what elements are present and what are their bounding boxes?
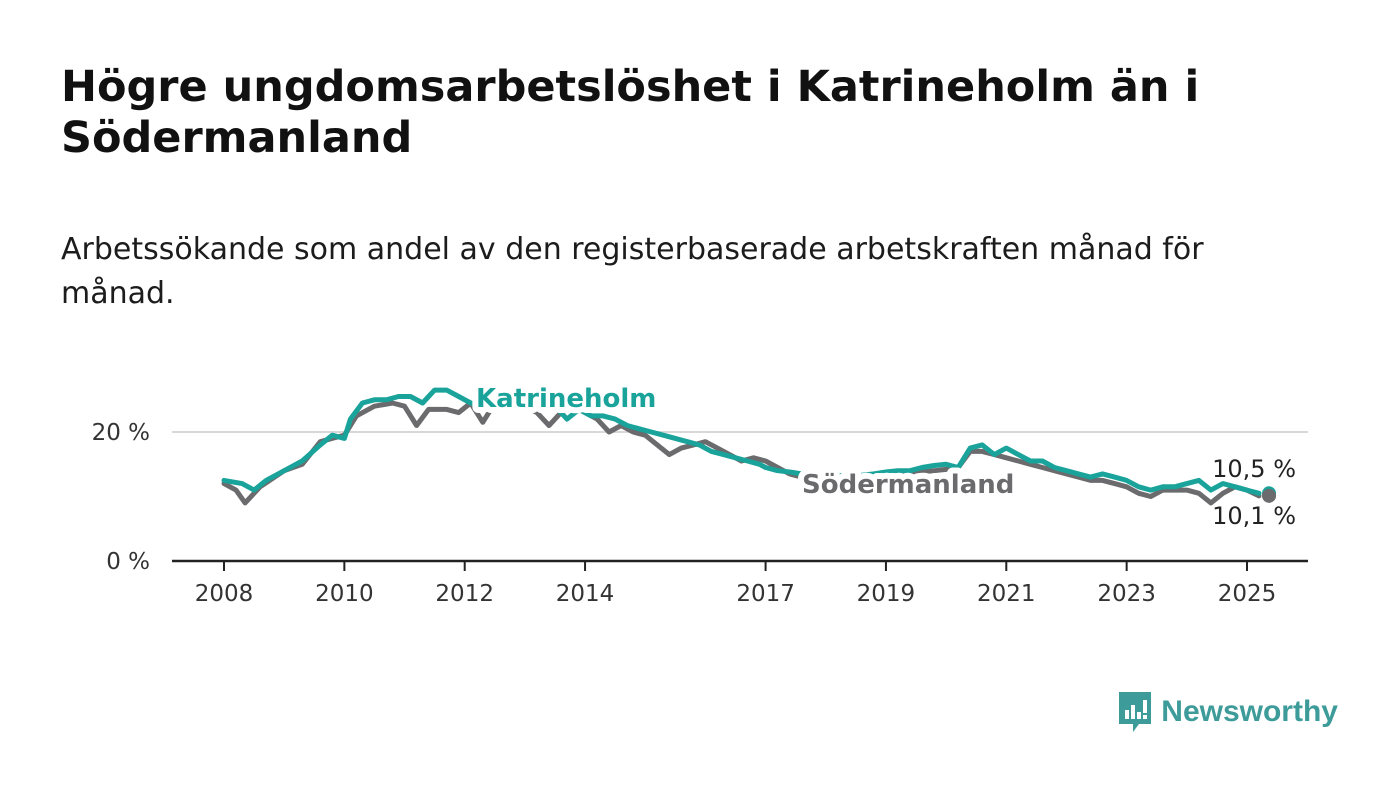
x-axis: 2008 2010 2012 2014 2017 2019 2021 2023 2025 <box>172 559 1308 607</box>
x-tick-label: 2012 <box>435 581 494 607</box>
series-label-sodermanland: Södermanland <box>802 470 1014 500</box>
series-line-sodermanland <box>221 394 1262 506</box>
series-label-katrineholm: Katrineholm <box>476 384 656 414</box>
x-tick-label: 2025 <box>1218 581 1277 607</box>
end-value-katrineholm: 10,5 % <box>1212 455 1296 483</box>
series-labels: Katrineholm Södermanland 10,5 % 10,1 % <box>470 378 1296 530</box>
newsworthy-logo[interactable]: Newsworthy <box>1117 690 1338 734</box>
x-tick-label: 2010 <box>315 581 374 607</box>
x-tick-label: 2008 <box>195 581 254 607</box>
chart-title: Högre ungdomsarbetslöshet i Katrineholm … <box>61 62 1200 163</box>
y-axis-ticks: 0 % 20 % <box>92 420 150 575</box>
series-lines <box>221 387 1277 506</box>
y-tick-label: 20 % <box>92 420 150 446</box>
brand-name: Newsworthy <box>1161 695 1338 728</box>
x-tick-label: 2021 <box>977 581 1036 607</box>
x-tick-label: 2014 <box>556 581 615 607</box>
x-tick-label: 2017 <box>736 581 795 607</box>
x-tick-label: 2023 <box>1097 581 1156 607</box>
end-value-sodermanland: 10,1 % <box>1212 502 1296 530</box>
chart-subtitle: Arbetssökande som andel av den registerb… <box>61 232 1204 311</box>
series-line-katrineholm <box>221 387 1262 496</box>
newsworthy-logo-icon <box>1119 692 1152 732</box>
y-tick-label: 0 % <box>106 549 150 575</box>
end-point-sodermanland <box>1262 488 1277 503</box>
x-tick-label: 2019 <box>857 581 916 607</box>
